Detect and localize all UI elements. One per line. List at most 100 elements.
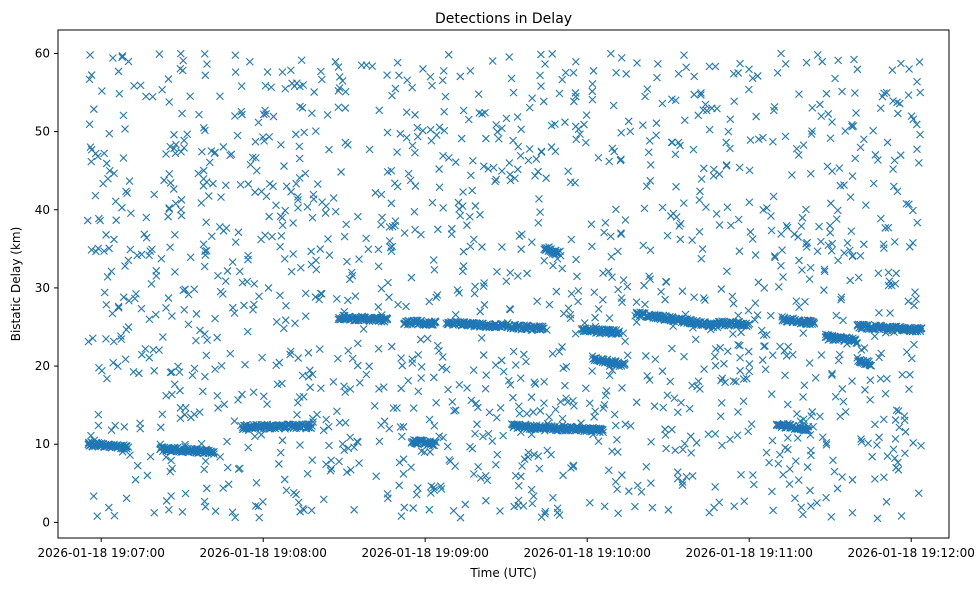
detection-point <box>327 456 336 465</box>
detection-point <box>796 417 805 426</box>
detection-point <box>532 155 541 163</box>
detection-point <box>481 384 490 393</box>
detection-point <box>702 203 710 211</box>
detection-point <box>643 85 652 93</box>
detection-point <box>642 462 651 471</box>
detection-point <box>909 206 917 215</box>
detection-point <box>180 143 188 152</box>
detection-point <box>505 53 514 61</box>
detection-point <box>331 207 340 216</box>
detection-point <box>488 437 497 446</box>
detection-point <box>729 69 738 78</box>
detection-point <box>802 243 811 251</box>
detection-point <box>822 493 830 502</box>
detection-point <box>555 89 564 98</box>
detection-point <box>768 137 777 146</box>
detection-point <box>773 68 782 77</box>
detection-point <box>560 381 569 390</box>
detection-point <box>895 99 904 108</box>
detection-point <box>152 266 161 275</box>
detection-point <box>690 90 699 99</box>
detection-point <box>474 90 483 98</box>
detection-point <box>167 492 176 500</box>
detection-point <box>210 450 218 459</box>
detection-point <box>316 245 325 253</box>
detection-point <box>646 479 655 488</box>
detection-point <box>783 223 792 232</box>
detection-point <box>711 430 720 438</box>
detection-point <box>537 82 545 91</box>
detection-point <box>276 242 285 251</box>
detection-point <box>117 335 126 344</box>
detection-point <box>107 267 116 276</box>
detection-point <box>513 272 522 280</box>
detection-point <box>417 374 426 382</box>
detection-point <box>164 505 173 514</box>
detection-point <box>791 457 800 465</box>
detection-point <box>316 67 325 76</box>
detection-point <box>781 59 790 68</box>
detection-point <box>571 178 579 187</box>
detection-point <box>569 97 578 106</box>
detection-point <box>213 333 222 342</box>
detection-point <box>246 160 255 169</box>
detection-point <box>910 301 918 310</box>
detection-point <box>105 244 114 253</box>
detection-point <box>291 319 299 328</box>
detection-point <box>513 113 522 121</box>
detection-point <box>693 382 701 391</box>
y-tick-label: 30 <box>35 281 50 295</box>
detection-point <box>296 102 304 111</box>
detection-point <box>467 396 476 405</box>
detection-point <box>224 480 233 489</box>
detection-point <box>433 341 442 350</box>
detection-point <box>670 394 679 403</box>
detection-point <box>522 357 530 366</box>
detection-point <box>850 89 859 97</box>
detection-point <box>556 251 565 260</box>
detection-point <box>680 51 688 60</box>
detection-point <box>623 282 632 291</box>
detection-point <box>402 302 410 311</box>
detection-point <box>576 130 584 139</box>
detection-point <box>608 144 617 153</box>
detection-point <box>905 370 914 379</box>
detection-point <box>278 221 287 230</box>
detection-point <box>219 143 228 151</box>
detection-point <box>204 192 213 200</box>
detection-point <box>316 289 325 298</box>
detection-point <box>205 158 214 167</box>
detection-point <box>94 421 103 430</box>
detection-point <box>804 422 813 431</box>
detection-point <box>180 136 188 145</box>
detection-point <box>140 230 149 239</box>
detection-point <box>590 413 598 421</box>
detection-point <box>236 180 245 189</box>
detection-point <box>612 68 621 77</box>
detection-point <box>353 438 362 447</box>
detection-point <box>688 381 697 390</box>
detection-point <box>540 399 548 407</box>
detection-point <box>426 489 435 497</box>
detection-point <box>317 75 326 84</box>
detection-point <box>716 412 725 421</box>
detection-point <box>145 251 154 260</box>
detection-point <box>816 412 824 421</box>
detection-point <box>831 74 839 83</box>
detection-point <box>480 300 489 309</box>
detection-point <box>207 232 216 241</box>
detection-point <box>400 503 409 512</box>
detection-point <box>834 356 843 365</box>
detection-point <box>414 350 423 359</box>
detection-point <box>644 148 653 157</box>
detection-point <box>758 356 767 364</box>
detection-point <box>745 166 754 175</box>
detection-point <box>170 130 178 139</box>
detection-point <box>834 56 843 65</box>
detection-point <box>567 235 576 244</box>
detection-point <box>456 72 465 81</box>
detection-point <box>669 209 678 218</box>
detection-point <box>201 251 210 259</box>
detection-point <box>828 369 836 378</box>
